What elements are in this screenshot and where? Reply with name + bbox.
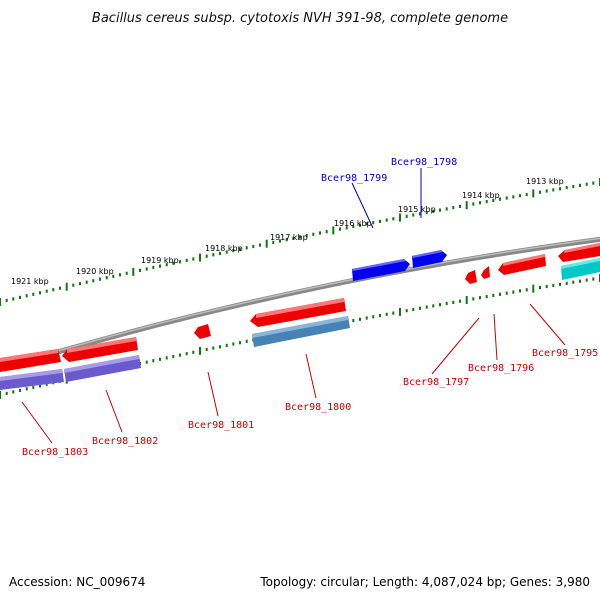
tick-label-1917: 1917 kbp: [270, 233, 308, 242]
leader-line-bcer98-1802: [105, 389, 123, 433]
genome-backbone-highlight: [0, 237, 600, 369]
gene-label-bcer98-1803[interactable]: Bcer98_1803: [22, 447, 88, 458]
gene-feature-bcer98-1796[interactable]: [498, 254, 546, 275]
gene-feature-bcer98-1799[interactable]: [352, 259, 410, 281]
tick-label-1918: 1918 kbp: [205, 244, 243, 253]
gene-feature-bcer98-1801[interactable]: [194, 324, 211, 339]
gene-feature-bcer98-1800[interactable]: [250, 298, 346, 327]
gene-label-bcer98-1796[interactable]: Bcer98_1796: [468, 363, 534, 374]
leader-line-bcer98-1796: [493, 313, 498, 361]
gene-label-bcer98-1795[interactable]: Bcer98_1795: [532, 348, 598, 359]
gene-feature-bcer98-1803[interactable]: [0, 349, 61, 372]
leader-line-bcer98-1799: [351, 182, 374, 229]
gene-label-bcer98-1797[interactable]: Bcer98_1797: [403, 377, 469, 388]
cds-feature-slate-1802[interactable]: [64, 355, 141, 382]
genome-backbone: [0, 236, 600, 372]
leader-line-bcer98-1795: [529, 303, 566, 346]
accession-text: Accession: NC_009674: [9, 575, 145, 589]
leader-line-bcer98-1801: [207, 371, 219, 417]
map-title: Bacillus cereus subsp. cytotoxis NVH 391…: [92, 11, 508, 26]
leader-line-bcer98-1797: [431, 317, 480, 375]
cds-feature-slate-1803[interactable]: [0, 369, 64, 390]
gene-label-bcer98-1799[interactable]: Bcer98_1799: [321, 173, 387, 184]
tick-label-1916: 1916 kbp: [334, 219, 372, 228]
cds-feature-cyan[interactable]: [561, 258, 600, 280]
cds-feature-steelblue[interactable]: [252, 316, 350, 347]
gene-label-bcer98-1801[interactable]: Bcer98_1801: [188, 420, 254, 431]
gene-label-bcer98-1798[interactable]: Bcer98_1798: [391, 157, 457, 168]
tick-label-1920: 1920 kbp: [76, 267, 114, 276]
tick-label-1919: 1919 kbp: [141, 256, 179, 265]
gene-label-bcer98-1802[interactable]: Bcer98_1802: [92, 436, 158, 447]
gene-feature-bcer98-1797[interactable]: [465, 266, 490, 284]
gene-feature-bcer98-1798[interactable]: [412, 250, 447, 268]
genome-summary-text: Topology: circular; Length: 4,087,024 bp…: [259, 575, 590, 589]
gene-feature-bcer98-1795[interactable]: [558, 243, 600, 262]
gene-feature-bcer98-1802[interactable]: [62, 337, 138, 362]
leader-line-bcer98-1803: [21, 401, 53, 444]
tick-label-1914: 1914 kbp: [462, 191, 500, 200]
leader-line-bcer98-1800: [305, 353, 317, 399]
outer-tick-track: [0, 178, 600, 306]
tick-label-1913: 1913 kbp: [526, 177, 564, 186]
gene-label-bcer98-1800[interactable]: Bcer98_1800: [285, 402, 351, 413]
tick-label-1921: 1921 kbp: [11, 277, 49, 286]
tick-label-1915: 1915 kbp: [398, 205, 436, 214]
